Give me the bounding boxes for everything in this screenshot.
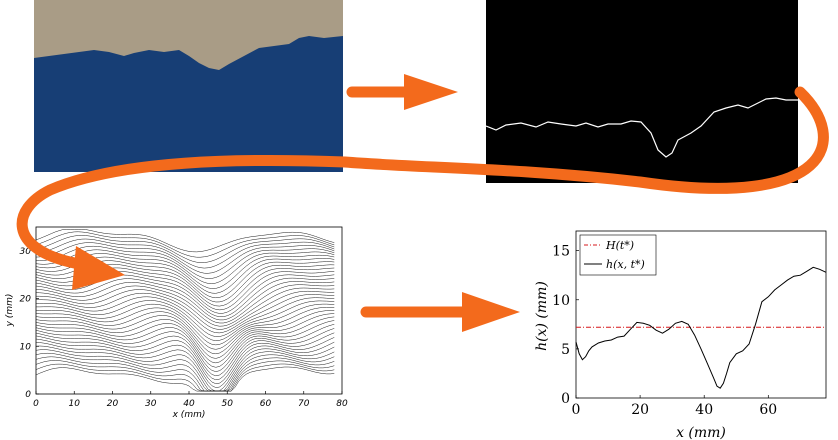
stack-profile-line: [35, 281, 335, 321]
profile-xtick-label: 40: [695, 402, 713, 418]
stack-profile-line: [35, 341, 335, 388]
stack-xtick-label: 10: [69, 399, 81, 409]
arrow-photo-to-edge: [346, 74, 458, 110]
stack-profile-line: [35, 290, 335, 330]
stacked-profiles-plot: 0 10 20 30 40 50 60 70 80 0 10 20 30 x (mm) y (mm): [5, 226, 348, 420]
stack-profile-line: [36, 287, 335, 327]
stack-profile-line: [35, 332, 335, 381]
stack-profile-line: [35, 310, 335, 355]
profile-ytick-label: 5: [561, 342, 570, 358]
stack-ytick-label: 30: [20, 247, 32, 257]
profile-xlabel: x (mm): [676, 425, 726, 440]
height-profile-line: [575, 266, 827, 389]
stack-xtick-label: 50: [222, 399, 234, 409]
profile-xtick-label: 0: [572, 402, 581, 418]
stack-profile-line: [35, 324, 335, 372]
stack-xtick-label: 20: [107, 399, 119, 409]
stack-profile-line: [35, 363, 335, 392]
stack-xtick-label: 80: [336, 399, 348, 409]
stack-profile-line: [35, 345, 335, 392]
stack-profile-line: [35, 352, 335, 392]
photo-fluid-region: [34, 36, 343, 172]
profile-xtick-label: 20: [631, 402, 649, 418]
stack-ytick-label: 10: [20, 342, 32, 352]
stack-profile-line: [35, 284, 335, 324]
stack-profile-line: [35, 328, 335, 377]
stack-profile-line: [35, 300, 335, 341]
profile-ytick-label: 10: [552, 293, 570, 309]
stack-xtick-label: 30: [145, 399, 157, 409]
stack-xtick-label: 70: [298, 399, 310, 409]
stack-profile-line: [35, 303, 335, 346]
profile-legend: H(t*) h(x, t*): [579, 234, 657, 276]
profile-xtick-group: 0 20 40 60: [572, 395, 777, 418]
profile-xtick-label: 60: [759, 402, 777, 418]
profile-ylabel: h(x) (mm): [534, 281, 550, 351]
legend-mean-label: H(t*): [605, 239, 634, 252]
height-profile-chart: 0 20 40 60 0 5 10 15 H(t*) h(x, t*) x (mm) h(x…: [534, 230, 827, 440]
profile-ytick-label: 15: [552, 244, 570, 260]
stack-ylabel: y (mm): [5, 294, 15, 328]
legend-profile-label: h(x, t*): [606, 258, 645, 271]
stack-ytick-label: 0: [25, 390, 31, 400]
stack-xlabel: x (mm): [172, 410, 206, 420]
arrow-stack-to-profile: [360, 292, 520, 332]
stack-xtick-label: 40: [183, 399, 195, 409]
stack-xtick-label: 60: [260, 399, 272, 409]
fluid-photo-panel: [34, 0, 343, 172]
edge-detection-panel: [486, 0, 798, 183]
stack-xtick-label: 0: [33, 399, 39, 409]
stack-profile-line: [35, 307, 335, 350]
stack-profile-line: [36, 297, 335, 337]
stack-profile-line: [35, 316, 335, 364]
profile-ytick-group: 0 5 10 15: [552, 244, 579, 407]
arrow-head-3: [462, 292, 520, 332]
arrow-head-1: [404, 74, 458, 110]
stack-ytick-label: 20: [20, 295, 32, 305]
stack-profile-line: [35, 337, 335, 384]
stack-profile-line: [35, 320, 335, 368]
stack-profile-line: [36, 294, 335, 334]
stack-profile-line: [35, 360, 335, 392]
stack-profile-line: [35, 349, 335, 392]
profile-ytick-label: 0: [561, 391, 570, 407]
stack-profile-line: [35, 366, 335, 392]
stack-xtick-group: 0 10 20 30 40 50 60 70 80: [33, 391, 348, 409]
profile-series-group: [575, 266, 827, 389]
stack-profile-line: [35, 277, 335, 317]
stack-profile-line: [35, 313, 335, 359]
stack-profile-line: [35, 356, 335, 392]
edge-background: [486, 0, 798, 183]
